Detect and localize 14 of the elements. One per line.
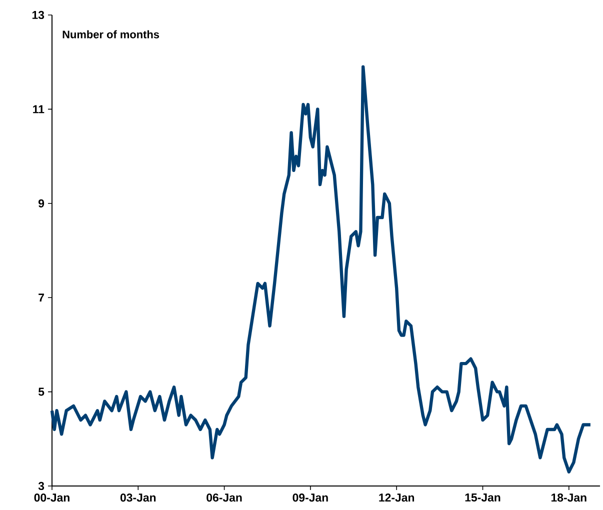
y-tick-label: 11 [33,105,44,114]
x-tick-label: 15-Jan [465,494,500,502]
x-tick-label: 18-Jan [551,494,586,502]
y-axis-title: Number of months [62,30,160,38]
x-tick-label: 06-Jan [206,494,242,502]
x-tick-label: 12-Jan [379,494,414,502]
y-tick-label: 3 [38,482,44,490]
y-tick-label: 5 [38,388,44,396]
y-tick-label: 9 [38,199,44,208]
x-tick-label: 00-Jan [34,494,70,502]
x-tick-label: 03-Jan [120,494,156,502]
y-tick-label: 7 [38,294,44,302]
x-tick-label: 09-Jan [292,494,328,502]
y-tick-label: 13 [32,10,44,20]
